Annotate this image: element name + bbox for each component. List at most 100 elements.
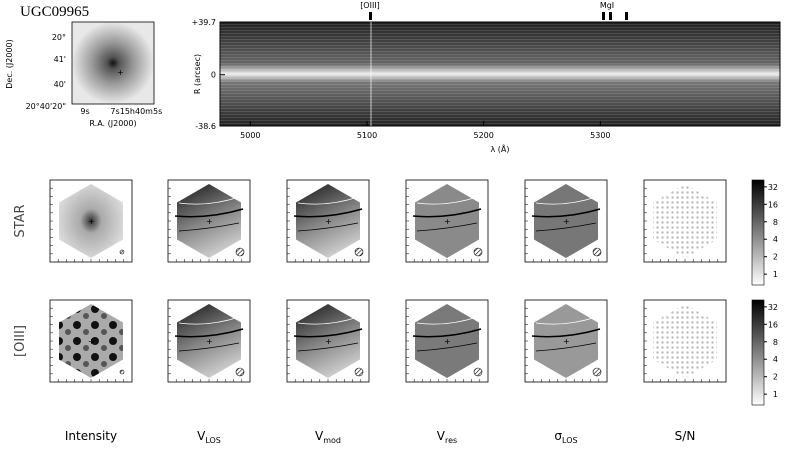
x-tick-label: 5000	[240, 131, 260, 140]
colorbar-tick-label: 8	[773, 218, 778, 227]
title: UGC09965	[20, 4, 89, 20]
contour	[412, 208, 482, 218]
contour	[178, 342, 240, 352]
colorbar-tick-label: 32	[768, 183, 778, 192]
center-marker: +	[206, 337, 213, 346]
line-marker	[609, 12, 612, 20]
x-label: λ (Å)	[491, 143, 510, 154]
line-marker	[369, 12, 372, 20]
row-label: [OIII]	[13, 325, 28, 357]
map	[534, 184, 598, 258]
line-label: [OIII]	[360, 1, 380, 10]
column-label-sub: res	[445, 436, 457, 445]
spectrum-texture	[220, 22, 780, 126]
beam	[592, 367, 602, 377]
column-label: Vmod	[315, 429, 341, 445]
beam	[235, 367, 245, 377]
contour	[293, 328, 363, 338]
contour	[416, 222, 478, 232]
x-tick-label: 5300	[590, 131, 610, 140]
column-label-sub: LOS	[205, 436, 221, 445]
beam	[592, 247, 602, 257]
column-label-main: S/N	[675, 429, 696, 443]
x-tick-label: 5200	[473, 131, 493, 140]
y-tick-label: 20°40'20"	[26, 102, 66, 111]
contour	[178, 222, 240, 232]
column-label-main: V	[315, 429, 324, 443]
map	[653, 304, 717, 378]
column-label: Intensity	[65, 429, 117, 443]
map	[653, 184, 717, 258]
y-tick-label: +39.7	[191, 18, 216, 27]
column-label: Vres	[437, 429, 457, 445]
y-tick-label: 41'	[54, 55, 66, 64]
column-label-main: σ	[554, 429, 562, 443]
center-marker: +	[325, 337, 332, 346]
contour	[416, 316, 478, 325]
line-label: MgI	[600, 1, 614, 10]
center-marker: +	[563, 337, 570, 346]
column-label: S/N	[675, 429, 696, 443]
center-marker: +	[88, 217, 95, 226]
beam	[354, 247, 364, 257]
center-marker: +	[206, 217, 213, 226]
column-label-sub: mod	[323, 436, 341, 445]
colorbar	[751, 299, 765, 406]
y-tick-label: 20°	[52, 33, 66, 42]
y-tick-label: -38.6	[195, 122, 216, 131]
colorbar-tick-label: 2	[773, 253, 778, 262]
column-label: σLOS	[554, 429, 577, 445]
contour	[174, 328, 244, 338]
center-marker: +	[444, 217, 451, 226]
center-marker: +	[325, 217, 332, 226]
x-tick-label: 5100	[357, 131, 377, 140]
contour	[416, 196, 478, 205]
contour	[416, 342, 478, 352]
column-label-sub: LOS	[562, 436, 578, 445]
map	[415, 184, 479, 258]
beam	[473, 367, 483, 377]
contour	[297, 222, 359, 232]
map	[296, 184, 360, 258]
colorbar-tick-label: 1	[773, 390, 778, 399]
contour	[174, 208, 244, 218]
center-marker: +	[563, 217, 570, 226]
beam	[235, 247, 245, 257]
contour	[412, 328, 482, 338]
colorbar-tick-label: 1	[773, 270, 778, 279]
colorbar-tick-label: 8	[773, 338, 778, 347]
contour	[297, 196, 359, 205]
row-label: STAR	[13, 204, 28, 237]
x-tick-label: 9s	[80, 107, 89, 116]
column-label-main: Intensity	[65, 429, 117, 443]
contour	[535, 196, 597, 205]
beam	[119, 249, 125, 255]
beam	[354, 367, 364, 377]
map	[59, 184, 123, 258]
x-tick-label: 7s	[110, 107, 119, 116]
map	[177, 304, 241, 378]
contour	[293, 208, 363, 218]
column-label: VLOS	[197, 429, 221, 445]
map	[59, 304, 123, 378]
beam	[119, 369, 125, 375]
galaxy-image	[71, 21, 155, 105]
colorbar-tick-label: 32	[768, 303, 778, 312]
colorbar	[751, 179, 765, 286]
y-tick-label: 40'	[54, 80, 66, 89]
contour	[531, 328, 601, 338]
x-tick-label: 15h40m5s	[120, 107, 162, 116]
map	[177, 184, 241, 258]
x-label: R.A. (J2000)	[89, 119, 136, 128]
y-tick-label: 0	[211, 71, 216, 80]
contour	[535, 316, 597, 325]
colorbar-tick-label: 2	[773, 373, 778, 382]
y-label: Dec. (J2000)	[5, 39, 14, 89]
contour	[535, 222, 597, 232]
line-marker	[602, 12, 605, 20]
contour	[531, 208, 601, 218]
beam	[473, 247, 483, 257]
contour	[297, 316, 359, 325]
column-label-main: V	[197, 429, 206, 443]
